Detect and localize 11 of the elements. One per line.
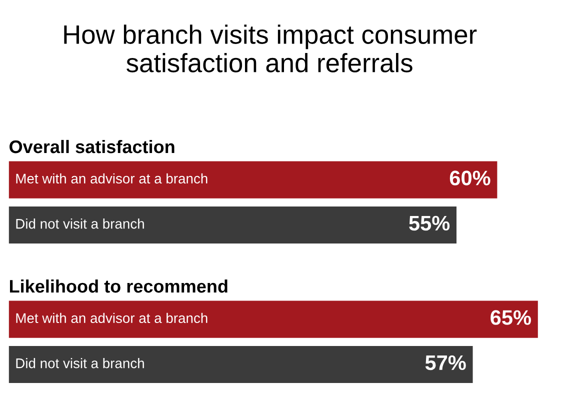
category-label: Met with an advisor at a branch <box>16 173 208 184</box>
category-label: Met with an advisor at a branch <box>16 312 208 324</box>
data-label: 57% <box>425 355 466 370</box>
data-label: 55% <box>409 216 450 231</box>
category-label: Did not visit a branch <box>16 218 144 229</box>
data-label: 60% <box>450 170 490 186</box>
data-label: 65% <box>490 310 531 325</box>
chart-title: How branch visits impact consumer satisfaction and referrals <box>64 24 477 72</box>
category-label: Did not visit a branch <box>16 358 144 368</box>
chart-subtitle: Overall satisfaction <box>10 140 174 154</box>
chart-subtitle: Likelihood to recommend <box>10 279 228 293</box>
